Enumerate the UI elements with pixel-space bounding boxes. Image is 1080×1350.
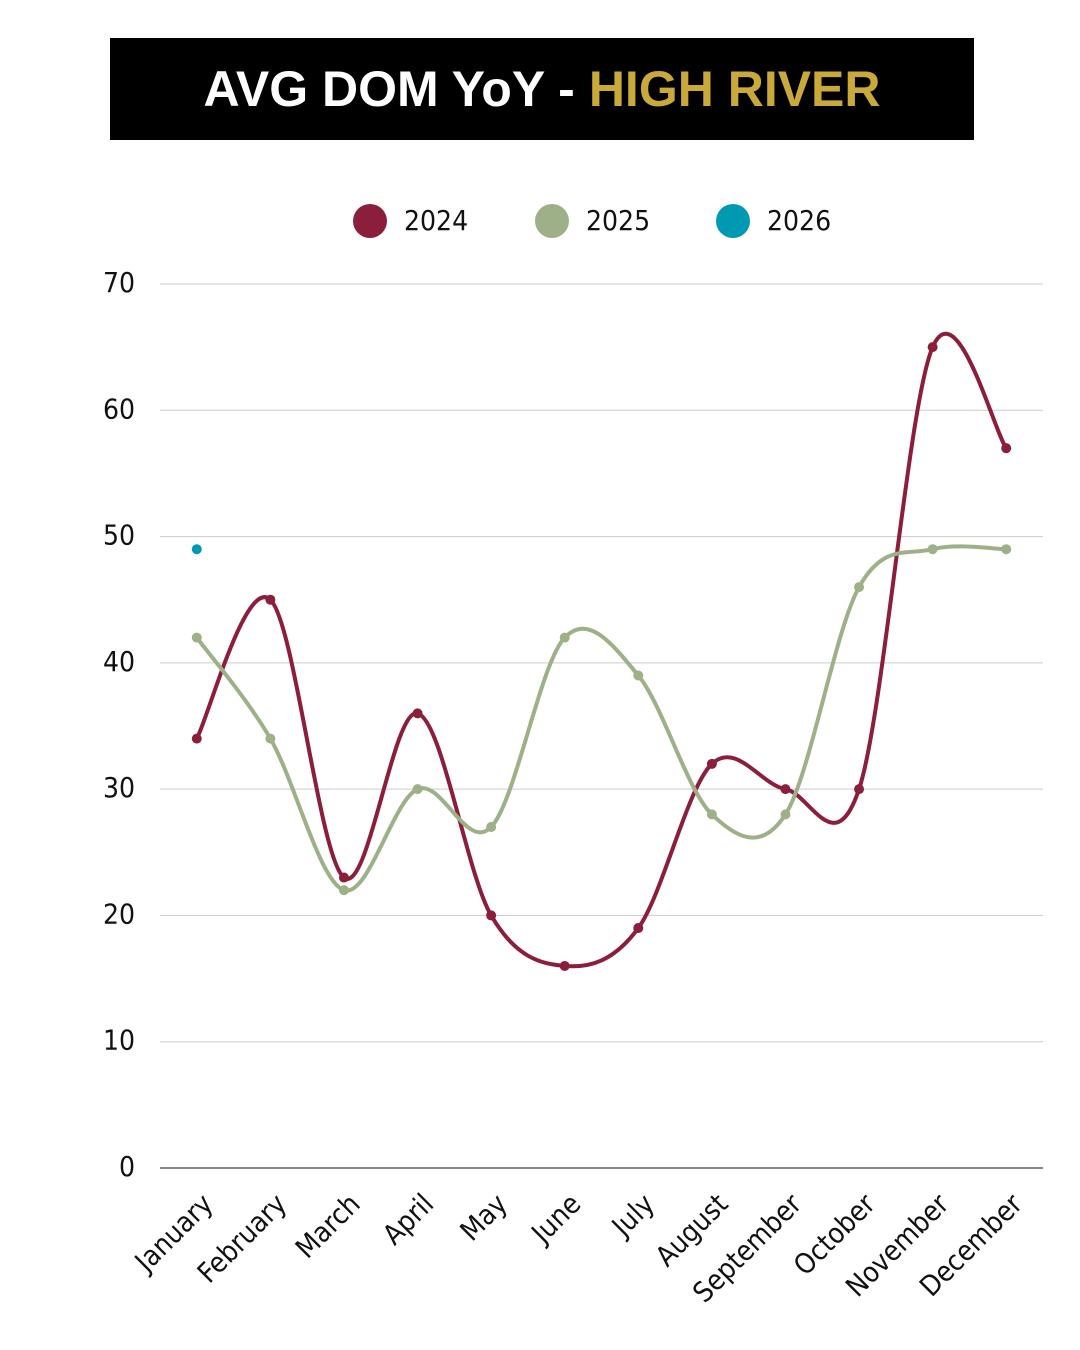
data-point: [854, 582, 865, 593]
data-point: [265, 733, 276, 744]
data-point: [191, 632, 202, 643]
title-highlight: HIGH RIVER: [589, 61, 881, 117]
legend-swatch: [716, 204, 750, 238]
legend-label: 2025: [586, 204, 650, 237]
chart-title: AVG DOM YoY - HIGH RIVER: [203, 61, 880, 117]
data-point: [854, 784, 865, 795]
data-point: [191, 544, 202, 555]
y-tick-label: 60: [103, 392, 135, 425]
title-main: AVG DOM YoY -: [203, 61, 574, 117]
data-point: [559, 632, 570, 643]
data-point: [265, 594, 276, 605]
legend-label: 2026: [767, 204, 831, 237]
data-point: [486, 822, 497, 833]
data-point: [706, 758, 717, 769]
y-tick-label: 40: [103, 645, 135, 678]
data-point: [338, 872, 349, 883]
data-point: [780, 784, 791, 795]
data-point: [633, 670, 644, 681]
data-point: [191, 733, 202, 744]
y-tick-label: 20: [103, 897, 135, 930]
title-box: [110, 38, 974, 140]
data-point: [927, 342, 938, 353]
y-tick-label: 10: [103, 1024, 135, 1057]
data-point: [927, 544, 938, 555]
data-point: [559, 960, 570, 971]
y-tick-label: 30: [103, 771, 135, 804]
legend-swatch: [535, 204, 569, 238]
y-tick-label: 0: [119, 1150, 135, 1183]
legend-label: 2024: [404, 204, 468, 237]
series-line: [195, 544, 1007, 893]
data-point: [412, 708, 423, 719]
series-line: [195, 331, 1008, 969]
data-point: [706, 809, 717, 820]
data-point: [633, 923, 644, 934]
y-tick-label: 70: [103, 266, 135, 299]
y-tick-label: 50: [103, 519, 135, 552]
legend-swatch: [353, 204, 387, 238]
data-point: [486, 910, 497, 921]
data-point: [780, 809, 791, 820]
data-point: [1001, 544, 1012, 555]
data-point: [412, 784, 423, 795]
data-point: [1001, 443, 1012, 454]
data-point: [338, 885, 349, 896]
